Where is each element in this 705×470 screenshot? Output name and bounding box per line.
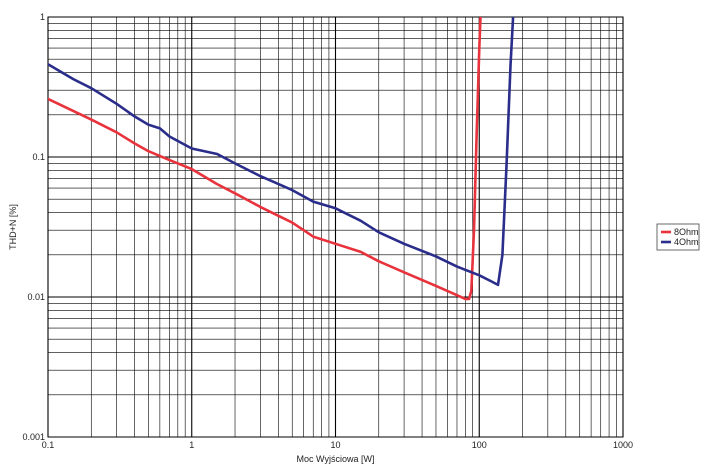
legend-label-4ohm: 4Ohm <box>674 237 699 247</box>
legend-label-8ohm: 8Ohm <box>674 227 699 237</box>
x-axis-label: Moc Wyjściowa [W] <box>297 454 375 464</box>
grid <box>47 16 624 438</box>
y-axis-label: THD+N [%] <box>8 204 18 250</box>
y-tick-label: 0.1 <box>32 152 45 162</box>
tick-labels: 0.1 1 10 100 1000 0.001 0.01 0.1 1 <box>22 12 633 450</box>
x-tick-label: 10 <box>330 440 340 450</box>
y-tick-label: 1 <box>40 12 45 22</box>
plot-frame <box>47 16 624 438</box>
x-tick-label: 100 <box>472 440 487 450</box>
y-tick-label: 0.001 <box>22 432 45 442</box>
series-line-4ohm <box>48 17 515 287</box>
y-tick-label: 0.01 <box>27 292 45 302</box>
x-tick-label: 1 <box>189 440 194 450</box>
legend-box <box>656 223 700 251</box>
x-tick-label: 0.1 <box>42 440 55 450</box>
series-group <box>48 17 515 301</box>
x-tick-label: 1000 <box>613 440 633 450</box>
series-line-8ohm <box>48 17 482 301</box>
